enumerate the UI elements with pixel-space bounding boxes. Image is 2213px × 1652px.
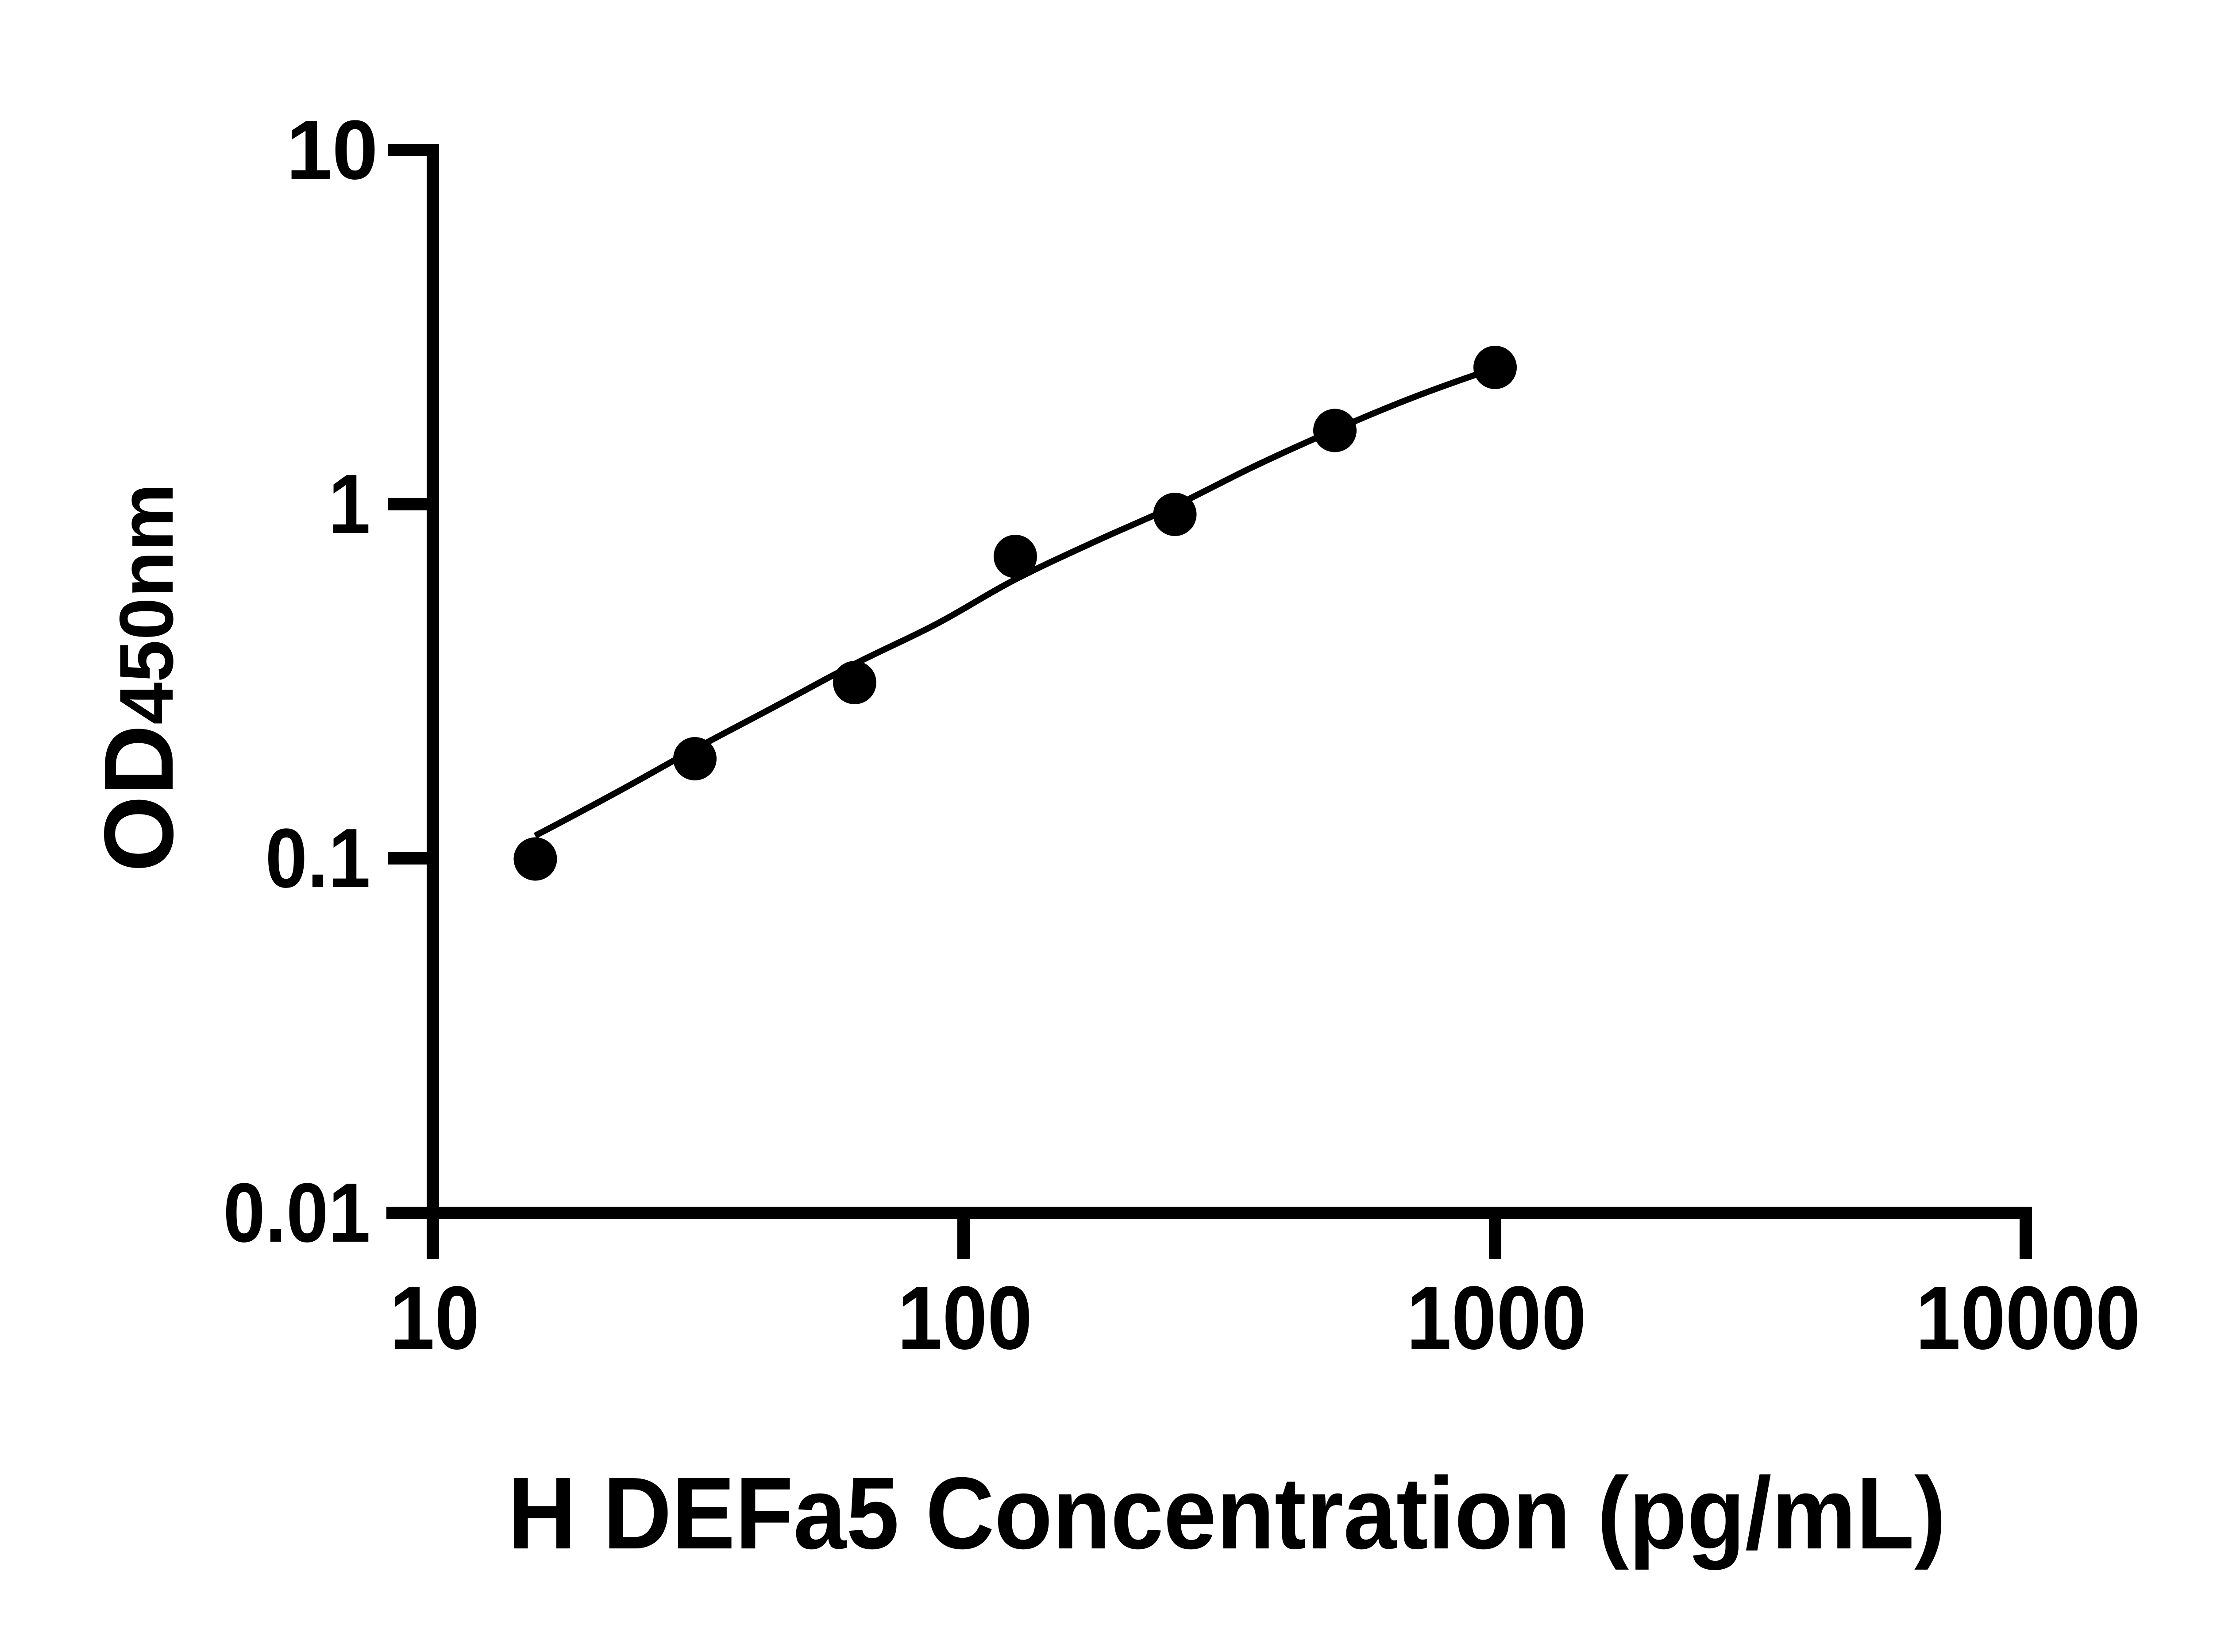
svg-text:10: 10 [286, 103, 378, 197]
svg-text:1000: 1000 [1407, 1267, 1586, 1368]
svg-text:0.1: 0.1 [265, 811, 370, 905]
svg-text:10: 10 [389, 1267, 479, 1368]
svg-text:H DEFa5 Concentration (pg/mL): H DEFa5 Concentration (pg/mL) [508, 1456, 1946, 1571]
svg-text:10000: 10000 [1916, 1267, 2140, 1368]
svg-text:0.01: 0.01 [223, 1166, 370, 1260]
svg-text:1: 1 [328, 457, 370, 551]
svg-text:100: 100 [898, 1267, 1033, 1368]
